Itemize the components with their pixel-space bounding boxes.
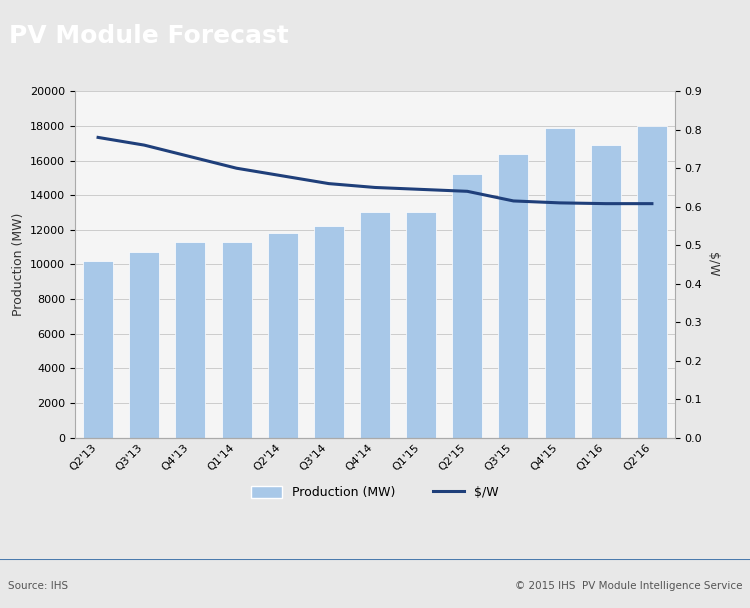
Y-axis label: $/W: $/W: [706, 252, 719, 277]
Legend: Production (MW), $/W: Production (MW), $/W: [246, 481, 504, 504]
Bar: [176, 242, 206, 438]
Bar: [591, 145, 621, 438]
Bar: [83, 261, 113, 438]
Bar: [637, 126, 667, 438]
Bar: [406, 213, 436, 438]
Bar: [544, 128, 574, 438]
Bar: [129, 252, 159, 438]
Text: Source: IHS: Source: IHS: [8, 581, 68, 591]
Text: PV Module Forecast: PV Module Forecast: [9, 24, 289, 49]
Y-axis label: Production (MW): Production (MW): [11, 213, 25, 316]
Bar: [268, 233, 298, 438]
Bar: [499, 154, 529, 438]
Bar: [452, 174, 482, 438]
Bar: [314, 226, 344, 438]
Bar: [360, 213, 390, 438]
Text: © 2015 IHS  PV Module Intelligence Service: © 2015 IHS PV Module Intelligence Servic…: [515, 581, 742, 591]
Bar: [221, 242, 251, 438]
